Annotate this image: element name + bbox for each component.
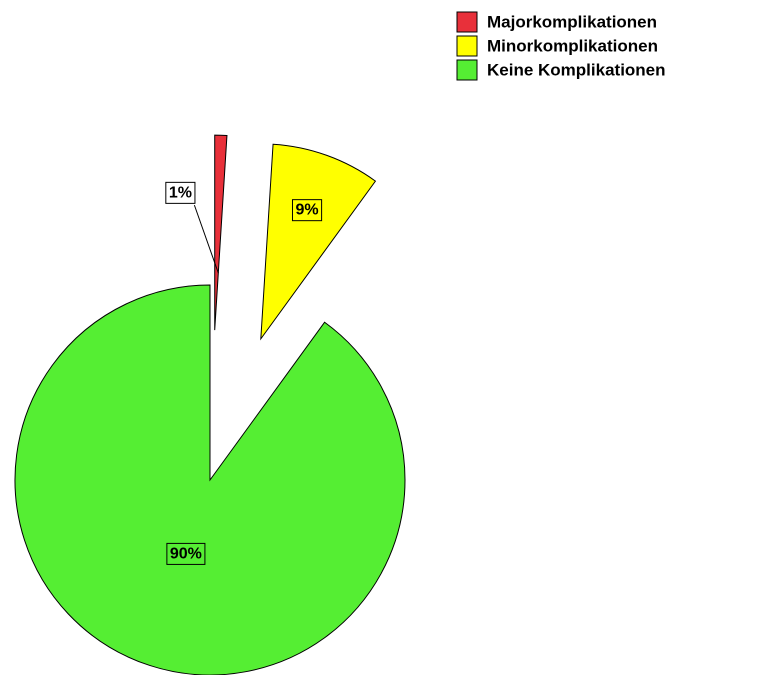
leader-line — [193, 204, 219, 274]
legend-label: Keine Komplikationen — [487, 60, 666, 79]
data-label: 9% — [295, 202, 318, 219]
legend-swatch — [456, 35, 478, 57]
legend-label: Majorkomplikationen — [487, 12, 657, 31]
data-label-box — [166, 542, 206, 565]
legend-swatch — [456, 59, 478, 81]
legend-label: Minorkomplikationen — [487, 36, 658, 55]
data-label: 90% — [170, 545, 202, 562]
data-label-box — [291, 199, 323, 222]
pie-slice — [260, 143, 377, 341]
pie-slice — [14, 284, 406, 675]
data-label-box — [165, 181, 196, 204]
legend-swatch — [456, 11, 478, 33]
data-label: 1% — [169, 184, 192, 201]
pie-slice — [214, 134, 228, 331]
